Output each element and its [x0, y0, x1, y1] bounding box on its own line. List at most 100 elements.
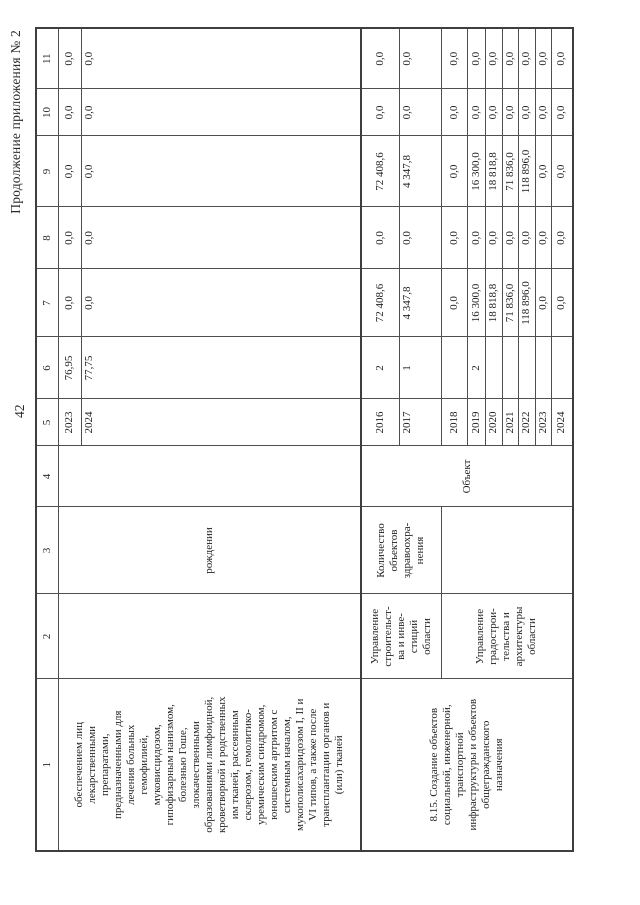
cell-year: 2017 [399, 399, 441, 446]
col-number: 6 [36, 337, 58, 399]
col-number: 9 [36, 136, 58, 207]
col-number: 8 [36, 207, 58, 269]
cell-amount-c8: 0,0 [441, 207, 467, 269]
cell-amount-c9: 4 347,8 [399, 136, 441, 207]
cell-amount-c10: 0,0 [551, 89, 573, 136]
cell-indicator-value: 2 [361, 337, 399, 399]
cell-amount-c11: 0,0 [535, 28, 551, 89]
cell-year: 2021 [502, 399, 518, 446]
cell-amount-c11: 0,0 [551, 28, 573, 89]
cell-amount-c9: 71 836,0 [502, 136, 518, 207]
cell-amount-c10: 0,0 [518, 89, 535, 136]
cell-amount-c11: 0,0 [518, 28, 535, 89]
cell-amount-c7: 118 896,0 [518, 269, 535, 337]
cell-amount-c8: 0,0 [467, 207, 485, 269]
cell-indicator-b-empty [441, 507, 573, 594]
cell-amount-c9: 0,0 [81, 136, 361, 207]
cell-amount-c7: 0,0 [58, 269, 81, 337]
cell-amount-c8: 0,0 [81, 207, 361, 269]
cell-amount-c10: 0,0 [502, 89, 518, 136]
cell-indicator-b: Количество объектов здравоохра- нения [361, 507, 441, 594]
cell-amount-c11: 0,0 [467, 28, 485, 89]
table-row-b-2016: 8.15. Создание объектов социальной, инже… [361, 28, 573, 851]
cell-year: 2023 [535, 399, 551, 446]
page-number: 42 [12, 404, 27, 419]
cell-executor-b1: Управление строительст- ва и инве- стици… [361, 594, 441, 679]
cell-amount-c8: 0,0 [399, 207, 441, 269]
cell-amount-c10: 0,0 [399, 89, 441, 136]
cell-amount-c7: 0,0 [441, 269, 467, 337]
cell-year: 2024 [551, 399, 573, 446]
program-measures-table: 1 2 3 4 5 6 7 8 9 10 11 обеспечением лиц… [35, 27, 574, 852]
cell-amount-c9: 0,0 [441, 136, 467, 207]
cell-amount-c7: 16 300,0 [467, 269, 485, 337]
cell-indicator-value: 1 [399, 337, 441, 399]
cell-executor-a [58, 594, 361, 679]
cell-amount-c9: 18 818,8 [485, 136, 502, 207]
cell-indicator-a: рождении [58, 507, 361, 594]
col-number: 5 [36, 399, 58, 446]
cell-amount-c8: 0,0 [551, 207, 573, 269]
cell-executor-b2: Управление градострои- тельства и архите… [441, 594, 573, 679]
cell-amount-c7: 0,0 [535, 269, 551, 337]
cell-amount-c10: 0,0 [361, 89, 399, 136]
cell-activity-b: 8.15. Создание объектов социальной, инже… [361, 679, 573, 851]
cell-indicator-value [535, 337, 551, 399]
cell-amount-c11: 0,0 [361, 28, 399, 89]
cell-amount-c7: 18 818,8 [485, 269, 502, 337]
table-row-a-2023: обеспечением лиц лекарственными препарат… [58, 28, 361, 851]
col-number: 4 [36, 446, 58, 507]
cell-amount-c8: 0,0 [502, 207, 518, 269]
appendix-continuation-label: Продолжение приложения № 2 [8, 30, 23, 214]
cell-unit-a [58, 446, 361, 507]
cell-indicator-value [551, 337, 573, 399]
cell-amount-c11: 0,0 [399, 28, 441, 89]
col-number: 10 [36, 89, 58, 136]
cell-amount-c9: 118 896,0 [518, 136, 535, 207]
cell-amount-c7: 4 347,8 [399, 269, 441, 337]
cell-amount-c8: 0,0 [535, 207, 551, 269]
cell-amount-c8: 0,0 [485, 207, 502, 269]
cell-year: 2023 [58, 399, 81, 446]
cell-amount-c11: 0,0 [485, 28, 502, 89]
cell-amount-c10: 0,0 [485, 89, 502, 136]
cell-amount-c7: 0,0 [81, 269, 361, 337]
cell-amount-c9: 0,0 [58, 136, 81, 207]
col-number: 7 [36, 269, 58, 337]
column-numbers-row: 1 2 3 4 5 6 7 8 9 10 11 [36, 28, 58, 851]
cell-amount-c10: 0,0 [441, 89, 467, 136]
col-number: 1 [36, 679, 58, 851]
cell-amount-c9: 16 300,0 [467, 136, 485, 207]
cell-amount-c9: 0,0 [551, 136, 573, 207]
cell-indicator-value [441, 337, 467, 399]
cell-amount-c7: 72 408,6 [361, 269, 399, 337]
cell-unit-b: Объект [361, 446, 573, 507]
cell-amount-c7: 0,0 [551, 269, 573, 337]
cell-activity-a: обеспечением лиц лекарственными препарат… [58, 679, 361, 851]
cell-indicator-value [485, 337, 502, 399]
cell-amount-c9: 0,0 [535, 136, 551, 207]
cell-amount-c8: 0,0 [361, 207, 399, 269]
cell-indicator-value: 76,95 [58, 337, 81, 399]
cell-amount-c9: 72 408,6 [361, 136, 399, 207]
cell-amount-c11: 0,0 [81, 28, 361, 89]
cell-amount-c10: 0,0 [58, 89, 81, 136]
cell-year: 2024 [81, 399, 361, 446]
cell-indicator-value: 2 [467, 337, 485, 399]
cell-year: 2018 [441, 399, 467, 446]
cell-amount-c10: 0,0 [535, 89, 551, 136]
cell-amount-c8: 0,0 [518, 207, 535, 269]
cell-year: 2019 [467, 399, 485, 446]
col-number: 11 [36, 28, 58, 89]
cell-amount-c11: 0,0 [58, 28, 81, 89]
cell-amount-c10: 0,0 [467, 89, 485, 136]
cell-year: 2022 [518, 399, 535, 446]
cell-indicator-value [518, 337, 535, 399]
cell-indicator-value: 77,75 [81, 337, 361, 399]
cell-year: 2016 [361, 399, 399, 446]
col-number: 3 [36, 507, 58, 594]
cell-amount-c11: 0,0 [441, 28, 467, 89]
cell-amount-c10: 0,0 [81, 89, 361, 136]
